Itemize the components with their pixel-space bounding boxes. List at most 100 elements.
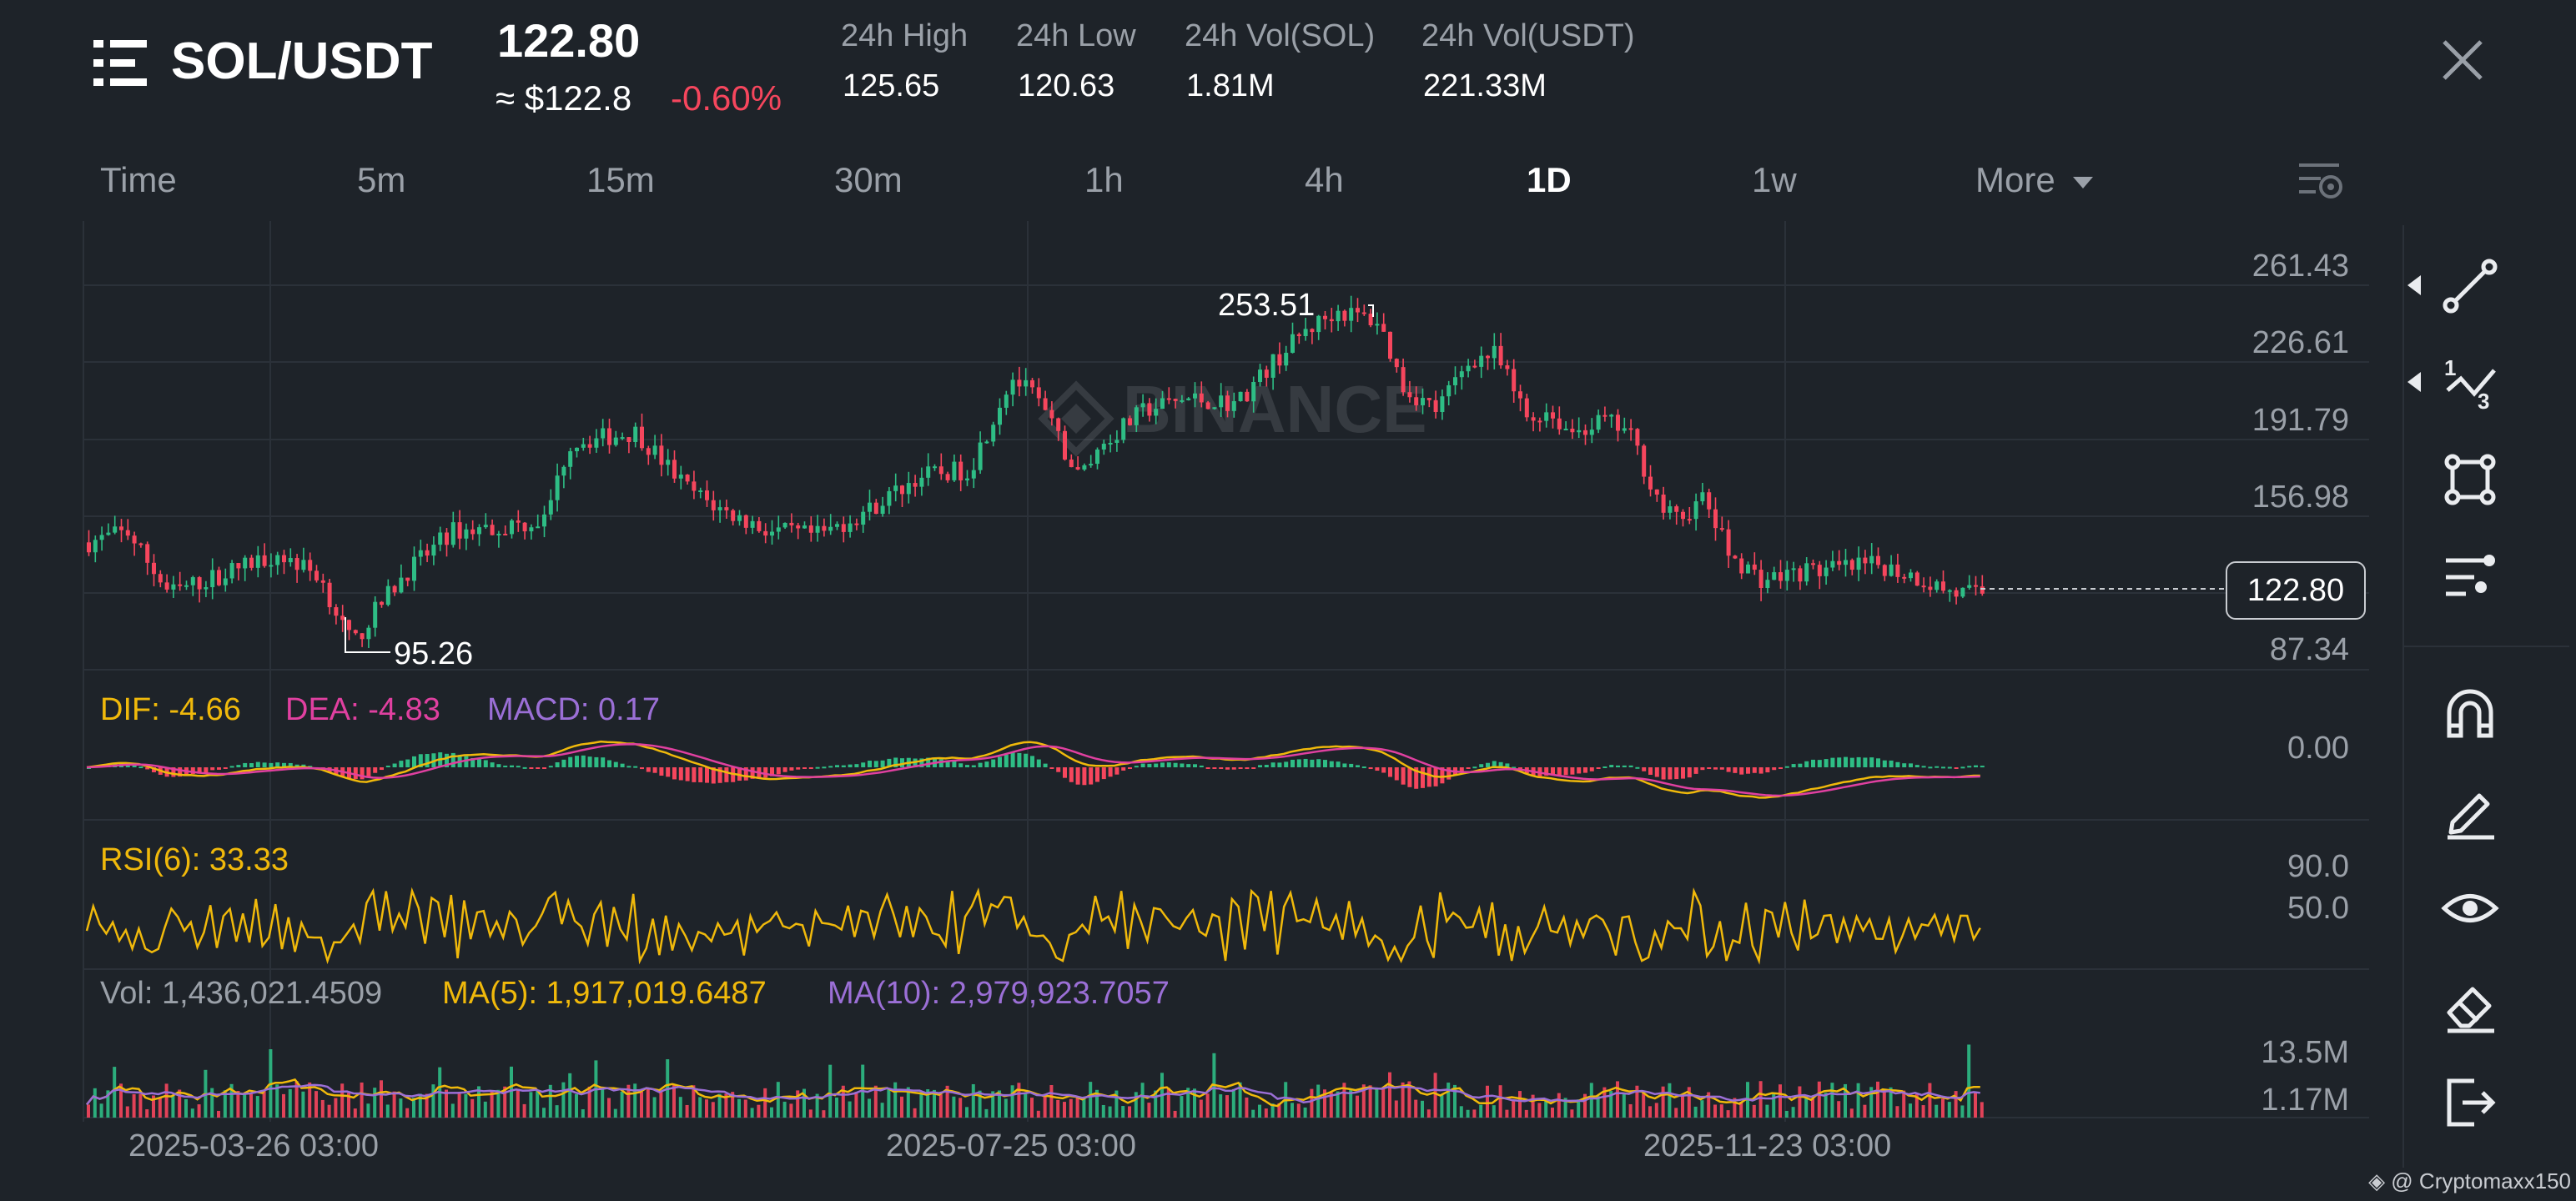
macd-histogram-bar	[893, 757, 898, 767]
volume-bar	[1654, 1103, 1658, 1118]
volume-ma5-label: MA(5): 1,917,019.6487	[442, 976, 767, 1011]
macd-histogram-bar	[626, 766, 631, 768]
candle-body	[633, 426, 638, 443]
volume-bar	[152, 1095, 155, 1118]
expand-arrow-icon[interactable]	[2406, 370, 2423, 394]
macd-histogram-bar	[1264, 765, 1269, 767]
macd-histogram-bar	[1563, 767, 1568, 776]
tab-time[interactable]: Time	[100, 160, 177, 199]
candle-body	[1739, 558, 1744, 574]
pair-title[interactable]: SOL/USDT	[171, 33, 433, 90]
candle-body	[1004, 394, 1009, 408]
candle-body	[1772, 572, 1777, 580]
volume-bar	[125, 1106, 129, 1118]
tab-15m[interactable]: 15m	[586, 160, 655, 199]
volume-bar	[1270, 1103, 1275, 1118]
eraser-icon[interactable]	[2441, 976, 2499, 1034]
candle-body	[119, 526, 123, 530]
macd-histogram-bar	[1356, 765, 1360, 767]
volume-bar	[1570, 1109, 1574, 1118]
candle-body	[1849, 560, 1854, 570]
fibonacci-icon[interactable]: 1 3	[2441, 354, 2499, 412]
eye-icon[interactable]	[2441, 879, 2499, 937]
macd-histogram-bar	[1342, 763, 1347, 767]
volume-bar	[1381, 1088, 1386, 1118]
volume-bar	[757, 1104, 761, 1118]
volume-bar	[1889, 1087, 1893, 1118]
macd-histogram-bar	[1121, 767, 1126, 771]
volume-bar	[808, 1109, 813, 1118]
macd-histogram-bar	[601, 757, 606, 767]
candle-body	[1349, 308, 1354, 321]
volume-bar	[919, 1092, 923, 1118]
volume-bar	[1089, 1082, 1093, 1118]
candle-body	[516, 520, 521, 523]
tab-1d[interactable]: 1D	[1527, 160, 1572, 199]
tab-1h[interactable]: 1h	[1084, 160, 1124, 199]
candle-body	[822, 525, 827, 531]
volume-bar	[887, 1088, 891, 1118]
rectangle-icon[interactable]	[2441, 450, 2499, 509]
volume-bar	[873, 1085, 878, 1118]
macd-histogram-bar	[542, 767, 546, 769]
macd-histogram-bar	[1882, 760, 1887, 767]
macd-histogram-bar	[464, 756, 469, 767]
volume-bar	[171, 1095, 175, 1118]
menu-icon[interactable]	[93, 37, 147, 88]
volume-bar	[782, 1101, 787, 1118]
volume-bar	[1219, 1094, 1223, 1118]
volume-bar	[164, 1083, 169, 1118]
price-axis-label: 191.79	[2251, 403, 2349, 438]
candle-body	[399, 577, 404, 593]
volume-bar	[1225, 1095, 1229, 1118]
volume-bar	[1765, 1104, 1769, 1118]
last-price: 122.80	[497, 14, 641, 67]
tab-30m[interactable]: 30m	[834, 160, 903, 199]
volume-bar	[1719, 1104, 1723, 1118]
expand-arrow-icon[interactable]	[2406, 274, 2423, 297]
tab-4h[interactable]: 4h	[1305, 160, 1344, 199]
candle-body	[301, 560, 306, 570]
volume-bar	[132, 1093, 136, 1118]
macd-histogram-bar	[1277, 762, 1282, 767]
macd-histogram-bar	[418, 754, 423, 767]
macd-histogram-bar	[1798, 763, 1803, 767]
candle-body	[1700, 492, 1705, 502]
macd-histogram-bar	[1817, 760, 1822, 767]
tab-5m[interactable]: 5m	[357, 160, 406, 199]
trend-line-icon[interactable]	[2441, 257, 2499, 315]
volume-bar	[1199, 1099, 1203, 1118]
exit-icon[interactable]	[2441, 1073, 2499, 1131]
volume-bar	[1628, 1103, 1633, 1118]
volume-bar	[965, 1107, 969, 1118]
macd-histogram-bar	[1329, 761, 1334, 767]
macd-histogram-bar	[1837, 757, 1842, 767]
close-icon[interactable]	[2441, 38, 2484, 82]
macd-histogram-bar	[450, 752, 455, 767]
macd-histogram-bar	[1628, 765, 1633, 767]
volume-bar	[1980, 1102, 1984, 1118]
tab-more[interactable]: More	[1975, 160, 2095, 200]
candle-body	[1713, 509, 1718, 529]
indicator-settings-icon[interactable]	[2441, 549, 2499, 607]
volume-bar	[613, 1108, 617, 1118]
candle-body	[1264, 369, 1269, 378]
candle-body	[243, 557, 248, 569]
volume-bar	[561, 1082, 566, 1118]
macd-histogram-bar	[666, 767, 671, 777]
candle-body	[197, 577, 202, 590]
volume-bar	[926, 1089, 930, 1118]
volume-bar	[1030, 1098, 1034, 1118]
volume-bar	[1238, 1082, 1242, 1118]
pencil-icon[interactable]	[2441, 782, 2499, 841]
candle-body	[978, 442, 983, 470]
chart-settings-icon[interactable]	[2296, 157, 2346, 207]
tab-1w[interactable]: 1w	[1752, 160, 1797, 199]
macd-histogram-bar	[1791, 764, 1796, 767]
candle-body	[685, 475, 690, 482]
candle-body	[125, 530, 130, 536]
volume-bar	[1082, 1098, 1086, 1118]
candle-body	[1837, 560, 1842, 565]
magnet-icon[interactable]	[2441, 684, 2499, 742]
